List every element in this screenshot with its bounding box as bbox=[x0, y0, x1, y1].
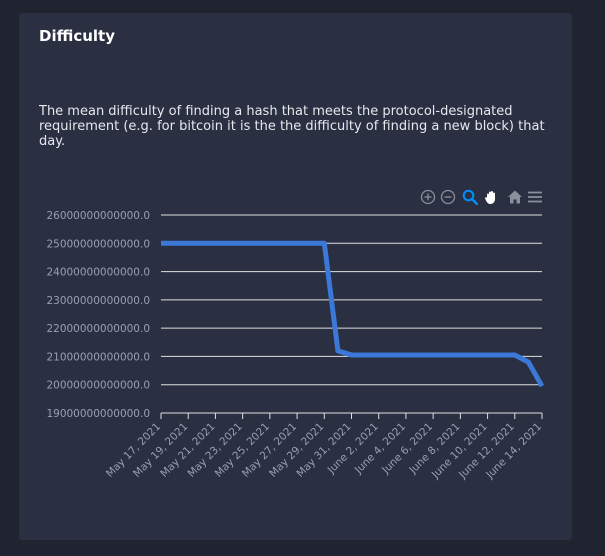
pan-icon[interactable] bbox=[482, 188, 500, 206]
y-tick-label: 20000000000000.0 bbox=[46, 380, 150, 392]
zoom-select-icon[interactable] bbox=[461, 188, 479, 206]
y-tick-label: 19000000000000.0 bbox=[46, 408, 150, 420]
difficulty-series-line bbox=[161, 240, 545, 388]
y-axis-labels: 19000000000000.0 20000000000000.0 21000000… bbox=[46, 210, 150, 420]
y-tick-label: 23000000000000.0 bbox=[46, 295, 150, 307]
zoom-out-icon[interactable] bbox=[439, 188, 457, 206]
y-tick-label: 25000000000000.0 bbox=[46, 238, 150, 250]
menu-icon[interactable] bbox=[526, 188, 544, 206]
difficulty-card: Difficulty The mean difficulty of findin… bbox=[19, 13, 572, 540]
series-layer bbox=[161, 240, 545, 388]
chart-toolbar bbox=[419, 188, 549, 208]
home-icon[interactable] bbox=[506, 188, 524, 206]
grid-layer bbox=[161, 214, 542, 386]
zoom-in-icon[interactable] bbox=[419, 188, 437, 206]
card-title: Difficulty bbox=[39, 27, 115, 45]
y-tick-label: 22000000000000.0 bbox=[46, 323, 150, 335]
y-tick-label: 21000000000000.0 bbox=[46, 351, 150, 363]
y-tick-label: 24000000000000.0 bbox=[46, 267, 150, 279]
card-description: The mean difficulty of finding a hash th… bbox=[39, 104, 545, 149]
y-tick-label: 26000000000000.0 bbox=[46, 210, 150, 222]
